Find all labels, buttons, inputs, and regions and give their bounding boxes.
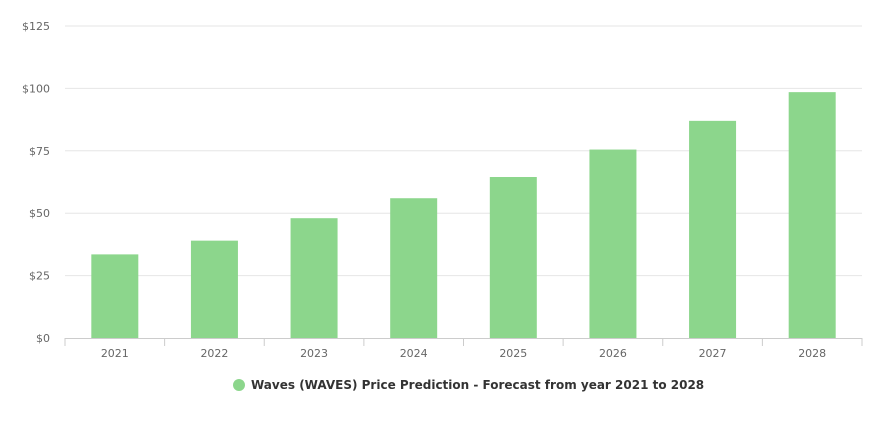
bar-2021[interactable] (91, 254, 139, 338)
gridlines (65, 25, 862, 277)
x-tick-label: 2021 (101, 347, 129, 360)
x-tick-label: 2023 (300, 347, 328, 360)
x-tick-label: 2028 (798, 347, 826, 360)
y-tick-label: $25 (29, 270, 50, 283)
y-tick-label: $125 (22, 20, 50, 33)
y-axis-labels: $0 $25 $50 $75 $100 $125 (22, 20, 50, 345)
x-tick-label: 2025 (499, 347, 527, 360)
legend-label[interactable]: Waves (WAVES) Price Prediction - Forecas… (251, 378, 704, 392)
y-tick-label: $0 (36, 332, 50, 345)
legend-swatch[interactable] (233, 379, 245, 391)
bars (91, 92, 836, 339)
y-tick-label: $75 (29, 145, 50, 158)
x-tick-label: 2026 (599, 347, 627, 360)
x-tick-label: 2024 (400, 347, 428, 360)
y-tick-label: $50 (29, 207, 50, 220)
bar-2024[interactable] (390, 198, 438, 338)
bar-2028[interactable] (788, 92, 836, 338)
y-tick-label: $100 (22, 82, 50, 95)
bar-2022[interactable] (190, 240, 238, 338)
bar-2025[interactable] (489, 177, 537, 338)
x-tick-label: 2027 (699, 347, 727, 360)
x-axis-labels: 2021 2022 2023 2024 2025 2026 2027 2028 (64, 338, 863, 360)
x-tick-label: 2022 (200, 347, 228, 360)
legend[interactable]: Waves (WAVES) Price Prediction - Forecas… (233, 378, 704, 392)
bar-2027[interactable] (689, 120, 737, 339)
bar-2023[interactable] (290, 218, 338, 338)
bar-2026[interactable] (589, 149, 637, 338)
